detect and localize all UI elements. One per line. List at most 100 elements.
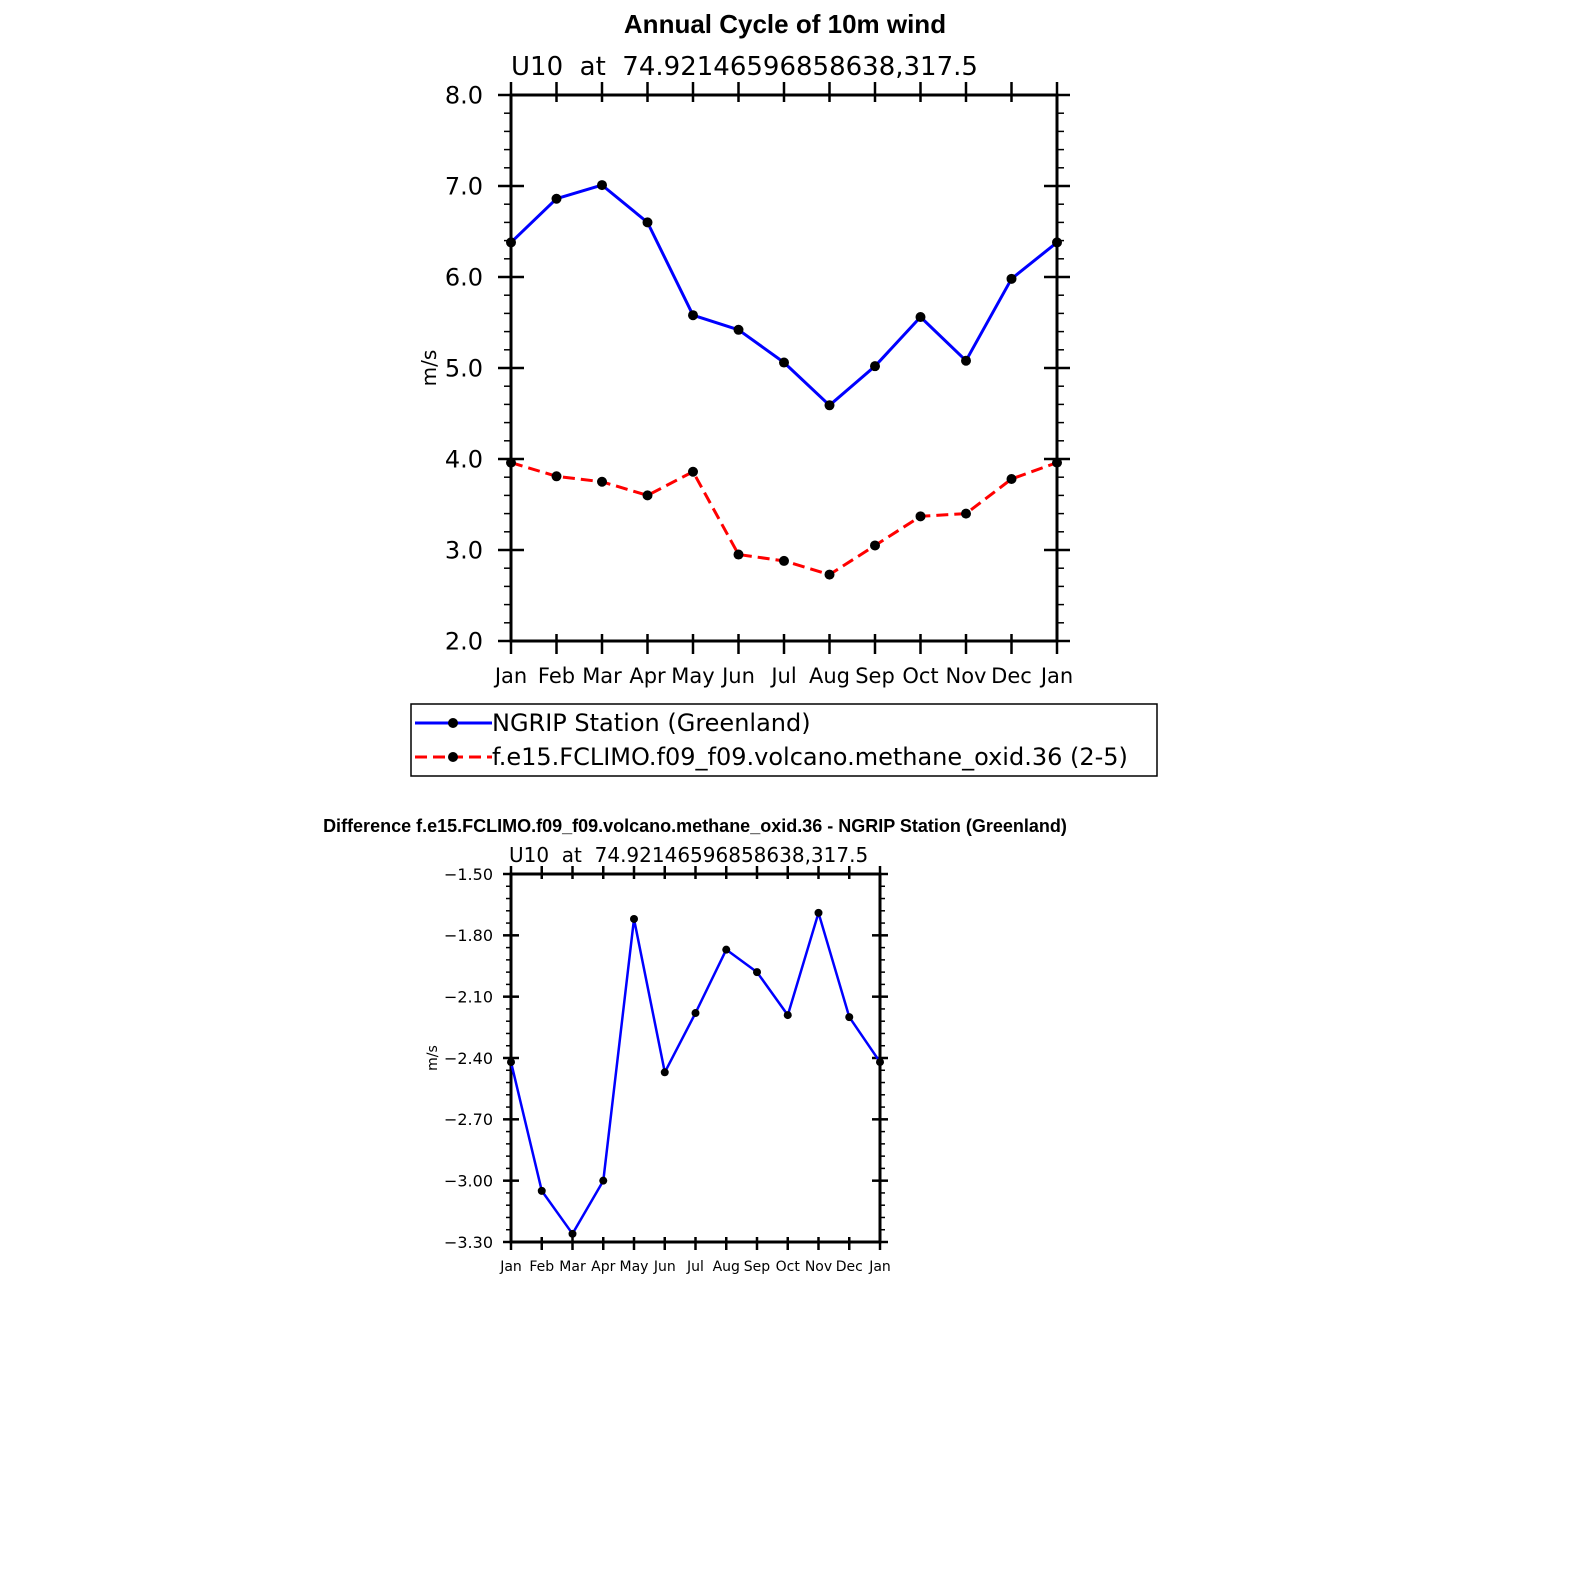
chart2-title: Difference f.e15.FCLIMO.f09_f09.volcano.…	[323, 816, 1067, 836]
y-tick-label: −2.40	[444, 1049, 493, 1068]
series-0-point	[814, 908, 823, 917]
y-tick-label: −3.00	[444, 1171, 493, 1190]
y-tick-label: −1.80	[444, 926, 493, 945]
legend-label-ngrip: NGRIP Station (Greenland)	[492, 709, 811, 737]
series-0-point	[568, 1229, 577, 1238]
y-tick-label: 2.0	[445, 628, 483, 656]
x-tick-label: Mar	[582, 664, 622, 688]
series-1-point	[733, 549, 744, 560]
y-tick-label: −1.50	[444, 865, 493, 884]
x-tick-label: Jan	[493, 664, 527, 688]
series-1-point	[688, 466, 698, 477]
series-0-point	[599, 1176, 608, 1185]
x-tick-label: Jul	[769, 664, 796, 688]
chart2-y-tick-labels: −3.30 −3.00 −2.70 −2.40 −2.10 −1.80 −1.50	[444, 865, 493, 1252]
series-0-point	[845, 1013, 854, 1022]
series-0-point	[691, 1009, 700, 1018]
series-0-point	[783, 1011, 792, 1020]
series-0-point	[507, 1058, 515, 1067]
x-tick-label: Oct	[776, 1259, 801, 1275]
x-tick-label: Jul	[686, 1259, 704, 1275]
x-tick-label: Dec	[836, 1259, 863, 1275]
chart2-subtitle: U10 at 74.92146596858638,317.5	[509, 843, 868, 867]
x-tick-label: Feb	[529, 1259, 554, 1275]
series-0-point	[961, 355, 971, 366]
annual-cycle-chart: Annual Cycle of 10m wind U10 at 74.92146…	[410, 9, 1158, 777]
series-0-point	[1052, 237, 1062, 248]
x-tick-label: Mar	[559, 1259, 586, 1275]
series-1-point	[915, 511, 926, 522]
series-0-point	[824, 400, 835, 411]
series-1-point	[1006, 474, 1017, 485]
series-0-point	[642, 217, 653, 228]
chart1-subtitle: U10 at 74.92146596858638,317.5	[511, 52, 978, 82]
x-tick-label: Jun	[720, 664, 755, 688]
chart2-x-tick-labels: Jan Feb Mar Apr May Jun Jul Aug Sep Oct Nov Dec Jan	[499, 1259, 891, 1275]
series-1-point	[506, 457, 516, 468]
series-0-point	[660, 1068, 669, 1077]
series-0-point	[733, 324, 744, 335]
x-tick-label: Dec	[991, 664, 1032, 688]
legend-label-model: f.e15.FCLIMO.f09_f09.volcano.methane_oxi…	[492, 743, 1128, 771]
chart1-ylabel: m/s	[417, 350, 441, 387]
series-0-point	[597, 180, 607, 191]
series-1-point	[597, 476, 607, 487]
legend-marker-ngrip	[448, 718, 458, 728]
x-tick-label: Apr	[629, 664, 666, 688]
x-tick-label: Jan	[499, 1259, 522, 1275]
y-tick-label: −2.70	[444, 1110, 493, 1129]
chart1-series	[506, 180, 1062, 580]
x-tick-label: Sep	[744, 1259, 771, 1275]
chart1-x-tick-labels: Jan Feb Mar Apr May Jun Jul Aug Sep Oct Nov Dec Jan	[493, 664, 1073, 688]
series-0-point	[1006, 273, 1017, 284]
x-tick-label: May	[620, 1259, 649, 1275]
series-0-point	[630, 914, 638, 923]
y-tick-label: 7.0	[445, 173, 483, 201]
x-tick-label: Nov	[805, 1259, 832, 1275]
chart2-ylabel: m/s	[425, 1045, 441, 1071]
y-tick-label: −3.30	[444, 1233, 493, 1252]
chart1-y-tick-labels: 2.0 3.0 4.0 5.0 6.0 7.0 8.0	[445, 82, 483, 656]
series-0-point	[537, 1186, 546, 1195]
chart1-ticks	[498, 82, 1070, 654]
chart2-plot-frame	[509, 872, 882, 1244]
series-1-point	[824, 569, 835, 580]
x-tick-label: Aug	[713, 1259, 740, 1275]
x-tick-label: Nov	[946, 664, 987, 688]
y-tick-label: 4.0	[445, 446, 483, 474]
chart2-series	[507, 908, 884, 1238]
x-tick-label: Jan	[1039, 664, 1073, 688]
x-tick-label: May	[671, 664, 714, 688]
series-line-0	[509, 911, 882, 1236]
difference-chart: Difference f.e15.FCLIMO.f09_f09.volcano.…	[323, 816, 1067, 1275]
y-tick-label: 5.0	[445, 355, 483, 383]
series-0-point	[551, 193, 562, 204]
series-1-point	[1052, 457, 1062, 468]
y-tick-label: 8.0	[445, 82, 483, 110]
chart2-ticks	[503, 866, 888, 1250]
series-0-point	[870, 361, 880, 372]
y-tick-label: −2.10	[444, 987, 493, 1006]
series-0-point	[722, 945, 731, 954]
series-line-0	[509, 183, 1058, 407]
x-tick-label: Jun	[653, 1259, 676, 1275]
series-1-point	[961, 508, 971, 519]
series-1-point	[779, 555, 789, 566]
legend-marker-model	[448, 752, 458, 762]
series-0-point	[915, 312, 926, 323]
x-tick-label: Oct	[902, 664, 938, 688]
series-1-point	[642, 490, 653, 501]
y-tick-label: 6.0	[445, 264, 483, 292]
x-tick-label: Sep	[855, 664, 895, 688]
chart1-title: Annual Cycle of 10m wind	[624, 9, 946, 39]
x-tick-label: Aug	[809, 664, 850, 688]
series-0-point	[779, 357, 789, 368]
chart1-legend: NGRIP Station (Greenland) f.e15.FCLIMO.f…	[410, 703, 1158, 777]
x-tick-label: Feb	[538, 664, 575, 688]
series-0-point	[688, 310, 698, 321]
x-tick-label: Apr	[591, 1259, 615, 1275]
series-0-point	[876, 1058, 884, 1067]
series-1-point	[870, 540, 880, 551]
series-0-point	[753, 968, 761, 977]
